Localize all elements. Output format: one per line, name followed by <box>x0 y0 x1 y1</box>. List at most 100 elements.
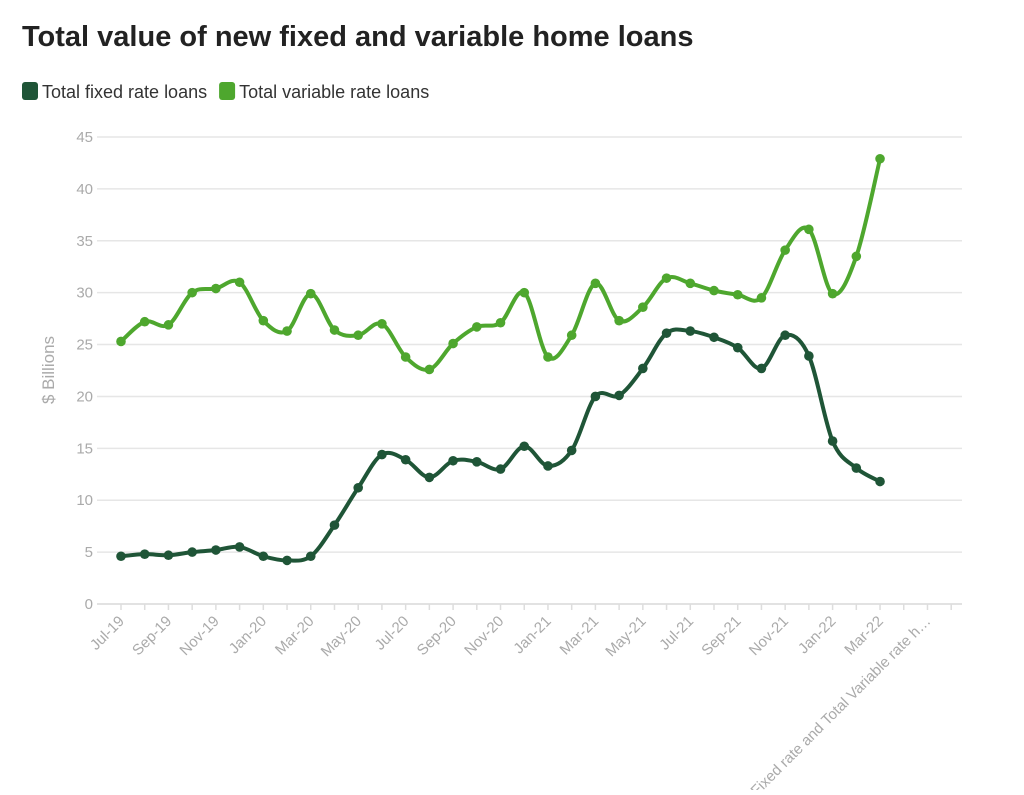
x-tick-label: Jan-22 <box>795 613 839 657</box>
data-point <box>851 463 862 473</box>
data-point <box>661 273 672 283</box>
x-tick-label: May-21 <box>602 613 649 660</box>
data-point <box>875 153 885 164</box>
data-point <box>590 278 601 289</box>
y-tick-label: 45 <box>76 129 93 146</box>
data-point <box>211 283 221 294</box>
y-tick-label: 20 <box>76 388 93 405</box>
data-point <box>187 547 197 557</box>
data-point <box>400 352 411 362</box>
data-point <box>424 472 435 483</box>
legend-label: Total fixed rate loans <box>42 82 207 102</box>
data-point <box>566 445 577 456</box>
x-tick-label: May-20 <box>318 613 365 660</box>
data-point <box>685 326 696 336</box>
data-point <box>282 326 292 336</box>
data-point <box>329 325 340 335</box>
data-point <box>305 288 316 299</box>
data-point <box>495 317 506 328</box>
data-point <box>614 390 624 401</box>
data-point <box>566 330 577 341</box>
data-point <box>543 352 553 362</box>
y-tick-label: 25 <box>76 337 93 354</box>
data-point <box>638 302 648 312</box>
data-point <box>116 336 126 347</box>
data-point <box>187 287 197 298</box>
data-point <box>732 289 743 300</box>
data-point <box>211 545 221 555</box>
data-point <box>756 363 767 374</box>
data-point <box>827 288 838 299</box>
x-tick-label: Jul-20 <box>372 613 413 654</box>
data-point <box>709 285 719 296</box>
data-point <box>519 441 530 452</box>
data-point <box>139 316 150 327</box>
data-point <box>282 555 292 566</box>
data-point <box>234 542 245 552</box>
y-tick-label: 15 <box>76 440 93 457</box>
data-point <box>638 363 648 374</box>
data-point <box>353 482 364 493</box>
data-point <box>519 287 530 298</box>
legend-swatch <box>219 82 236 100</box>
y-tick-label: 30 <box>76 285 93 302</box>
data-point <box>851 251 862 262</box>
x-tick-label: Jul-21 <box>656 613 697 654</box>
data-point <box>139 549 150 559</box>
legend-label: Total variable rate loans <box>239 82 429 102</box>
data-point <box>495 464 506 474</box>
x-tick-label: Nov-20 <box>461 613 507 659</box>
data-point <box>163 550 174 561</box>
data-point <box>448 338 458 349</box>
data-point <box>163 320 174 330</box>
data-point <box>732 342 743 353</box>
data-point <box>448 455 458 466</box>
data-point <box>305 551 316 562</box>
y-tick-label: 10 <box>76 492 93 509</box>
data-point <box>875 476 885 487</box>
data-point <box>543 461 553 471</box>
x-tick-label: Sep-19 <box>129 613 175 659</box>
x-tick-label: Nov-19 <box>176 613 222 659</box>
data-point <box>258 315 269 326</box>
data-point <box>472 322 482 332</box>
y-tick-label: 40 <box>76 181 93 198</box>
y-axis-label: $ Billions <box>39 336 58 404</box>
x-tick-label: Jan-21 <box>510 613 554 657</box>
x-tick-label: Mar-20 <box>272 613 318 659</box>
data-point <box>804 351 814 361</box>
legend-swatch <box>22 82 38 100</box>
data-point <box>780 245 790 255</box>
data-point <box>614 315 624 326</box>
data-point <box>685 278 696 289</box>
x-tick-label: Sep-20 <box>414 613 460 659</box>
y-tick-label: 5 <box>85 544 93 561</box>
data-point <box>400 454 411 465</box>
data-point <box>804 224 814 235</box>
data-point <box>827 436 838 446</box>
chart-title: Total value of new fixed and variable ho… <box>22 21 693 53</box>
y-tick-label: 35 <box>76 233 93 250</box>
data-point <box>709 332 719 343</box>
x-tick-label: Mar-21 <box>557 613 603 659</box>
x-tick-label: Sep-21 <box>698 613 744 659</box>
x-tick-label: Nov-21 <box>746 613 792 659</box>
data-point <box>424 364 435 375</box>
series-line <box>119 158 882 372</box>
data-point <box>377 319 387 329</box>
data-point <box>377 449 387 460</box>
x-tick-label: Jul-19 <box>87 613 128 654</box>
data-point <box>258 551 269 562</box>
data-point <box>234 277 245 288</box>
y-tick-label: 0 <box>85 596 93 613</box>
x-tick-label: Mar-22 <box>841 613 887 659</box>
data-point <box>780 330 790 341</box>
data-point <box>116 551 126 562</box>
data-point <box>353 330 364 341</box>
data-point <box>329 520 340 530</box>
data-point <box>590 391 601 402</box>
data-point <box>661 328 672 338</box>
data-point <box>756 293 767 303</box>
data-point <box>472 457 482 467</box>
